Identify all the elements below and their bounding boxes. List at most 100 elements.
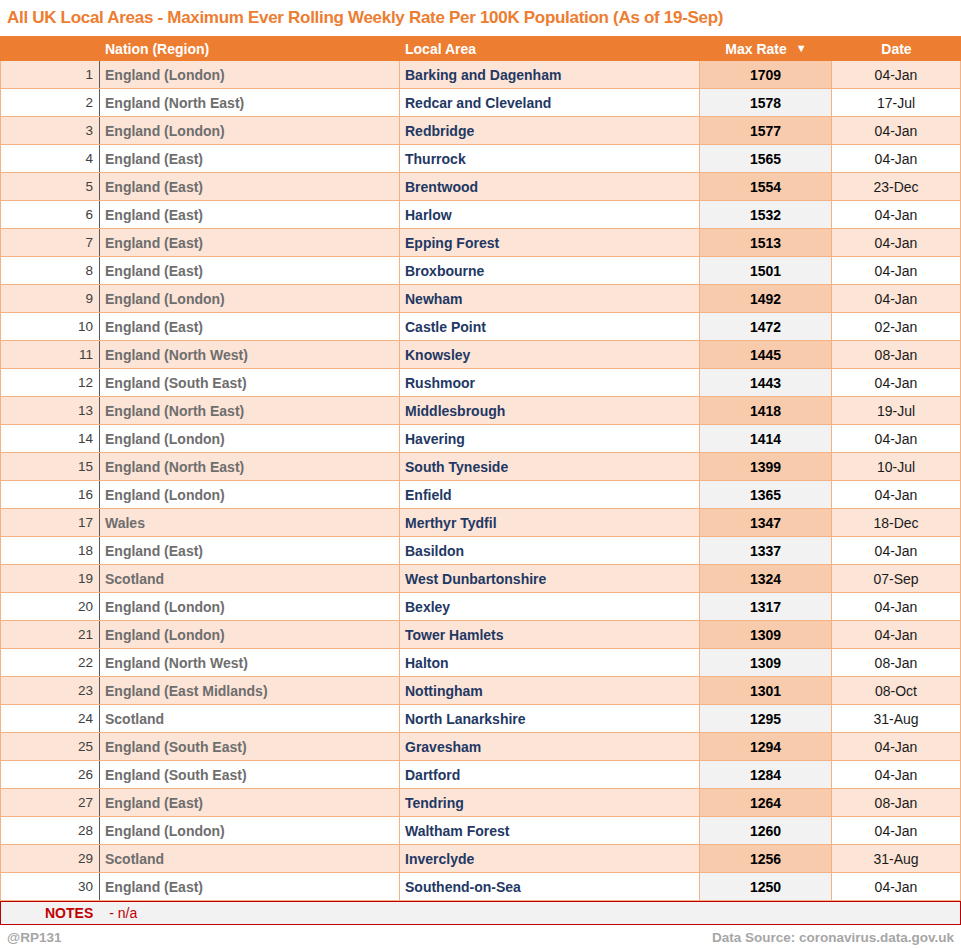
max-rate-sort-header[interactable]: Max Rate ▼ <box>700 41 832 57</box>
rank-cell: 16 <box>0 481 100 508</box>
max-rate-cell: 1284 <box>700 761 832 788</box>
rank-cell: 20 <box>0 593 100 620</box>
date-cell: 02-Jan <box>832 313 961 340</box>
nation-cell: England (London) <box>100 621 400 648</box>
rank-cell: 19 <box>0 565 100 592</box>
date-cell: 04-Jan <box>832 229 961 256</box>
max-rate-cell: 1324 <box>700 565 832 592</box>
notes-label: NOTES <box>45 905 93 921</box>
local-area-cell: Newham <box>400 285 700 312</box>
local-area-cell: Thurrock <box>400 145 700 172</box>
rank-cell: 15 <box>0 453 100 480</box>
local-area-cell: South Tyneside <box>400 453 700 480</box>
table-row: 14 England (London) Havering 1414 04-Jan <box>0 425 961 453</box>
date-cell: 10-Jul <box>832 453 961 480</box>
max-rate-cell: 1264 <box>700 789 832 816</box>
rank-cell: 9 <box>0 285 100 312</box>
footer-data-source: Data Source: coronavirus.data.gov.uk <box>712 930 954 945</box>
local-area-cell: Castle Point <box>400 313 700 340</box>
nation-cell: England (East) <box>100 873 400 900</box>
table-row: 29 Scotland Inverclyde 1256 31-Aug <box>0 845 961 873</box>
rank-cell: 12 <box>0 369 100 396</box>
rank-cell: 25 <box>0 733 100 760</box>
max-rate-cell: 1443 <box>700 369 832 396</box>
table-row: 5 England (East) Brentwood 1554 23-Dec <box>0 173 961 201</box>
nation-cell: England (North West) <box>100 649 400 676</box>
max-rate-cell: 1577 <box>700 117 832 144</box>
table-row: 21 England (London) Tower Hamlets 1309 0… <box>0 621 961 649</box>
table-row: 6 England (East) Harlow 1532 04-Jan <box>0 201 961 229</box>
max-rate-cell: 1347 <box>700 509 832 536</box>
nation-cell: England (East) <box>100 537 400 564</box>
nation-cell: Scotland <box>100 705 400 732</box>
local-area-cell: Brentwood <box>400 173 700 200</box>
rank-cell: 28 <box>0 817 100 844</box>
max-rate-cell: 1709 <box>700 61 832 88</box>
local-area-cell: Epping Forest <box>400 229 700 256</box>
date-cell: 04-Jan <box>832 537 961 564</box>
max-rate-cell: 1399 <box>700 453 832 480</box>
table-row: 22 England (North West) Halton 1309 08-J… <box>0 649 961 677</box>
table-row: 30 England (East) Southend-on-Sea 1250 0… <box>0 873 961 901</box>
page-title: All UK Local Areas - Maximum Ever Rollin… <box>0 0 961 36</box>
nation-cell: England (London) <box>100 817 400 844</box>
rank-cell: 13 <box>0 397 100 424</box>
nation-cell: England (North East) <box>100 397 400 424</box>
date-cell: 19-Jul <box>832 397 961 424</box>
date-cell: 04-Jan <box>832 285 961 312</box>
table-row: 18 England (East) Basildon 1337 04-Jan <box>0 537 961 565</box>
max-rate-cell: 1532 <box>700 201 832 228</box>
rank-cell: 22 <box>0 649 100 676</box>
local-area-column-header: Local Area <box>400 41 700 57</box>
nation-cell: England (London) <box>100 61 400 88</box>
max-rate-cell: 1365 <box>700 481 832 508</box>
local-area-cell: Broxbourne <box>400 257 700 284</box>
max-rate-cell: 1418 <box>700 397 832 424</box>
local-area-cell: Waltham Forest <box>400 817 700 844</box>
table-row: 12 England (South East) Rushmoor 1443 04… <box>0 369 961 397</box>
nation-cell: England (North East) <box>100 453 400 480</box>
table-row: 26 England (South East) Dartford 1284 04… <box>0 761 961 789</box>
max-rate-cell: 1492 <box>700 285 832 312</box>
rate-table-report: All UK Local Areas - Maximum Ever Rollin… <box>0 0 961 949</box>
rank-cell: 30 <box>0 873 100 900</box>
local-area-cell: Inverclyde <box>400 845 700 872</box>
max-rate-cell: 1445 <box>700 341 832 368</box>
nation-cell: England (East) <box>100 789 400 816</box>
date-cell: 08-Jan <box>832 341 961 368</box>
rank-cell: 27 <box>0 789 100 816</box>
rank-cell: 3 <box>0 117 100 144</box>
table-row: 25 England (South East) Gravesham 1294 0… <box>0 733 961 761</box>
date-cell: 17-Jul <box>832 89 961 116</box>
local-area-cell: Redcar and Cleveland <box>400 89 700 116</box>
date-cell: 04-Jan <box>832 817 961 844</box>
rank-cell: 7 <box>0 229 100 256</box>
rank-cell: 21 <box>0 621 100 648</box>
nation-cell: England (London) <box>100 593 400 620</box>
table-row: 24 Scotland North Lanarkshire 1295 31-Au… <box>0 705 961 733</box>
local-area-cell: Halton <box>400 649 700 676</box>
rank-cell: 5 <box>0 173 100 200</box>
local-area-cell: Gravesham <box>400 733 700 760</box>
table-row: 11 England (North West) Knowsley 1445 08… <box>0 341 961 369</box>
local-area-cell: Nottingham <box>400 677 700 704</box>
max-rate-cell: 1513 <box>700 229 832 256</box>
date-cell: 04-Jan <box>832 481 961 508</box>
max-rate-cell: 1309 <box>700 649 832 676</box>
table-row: 3 England (London) Redbridge 1577 04-Jan <box>0 117 961 145</box>
rank-cell: 29 <box>0 845 100 872</box>
max-rate-cell: 1317 <box>700 593 832 620</box>
max-rate-cell: 1260 <box>700 817 832 844</box>
table-row: 15 England (North East) South Tyneside 1… <box>0 453 961 481</box>
date-cell: 08-Oct <box>832 677 961 704</box>
max-rate-cell: 1295 <box>700 705 832 732</box>
table-row: 1 England (London) Barking and Dagenham … <box>0 61 961 89</box>
date-cell: 23-Dec <box>832 173 961 200</box>
date-cell: 04-Jan <box>832 145 961 172</box>
table-row: 13 England (North East) Middlesbrough 14… <box>0 397 961 425</box>
rank-cell: 11 <box>0 341 100 368</box>
table-row: 28 England (London) Waltham Forest 1260 … <box>0 817 961 845</box>
max-rate-cell: 1337 <box>700 537 832 564</box>
table-row: 20 England (London) Bexley 1317 04-Jan <box>0 593 961 621</box>
rank-cell: 26 <box>0 761 100 788</box>
